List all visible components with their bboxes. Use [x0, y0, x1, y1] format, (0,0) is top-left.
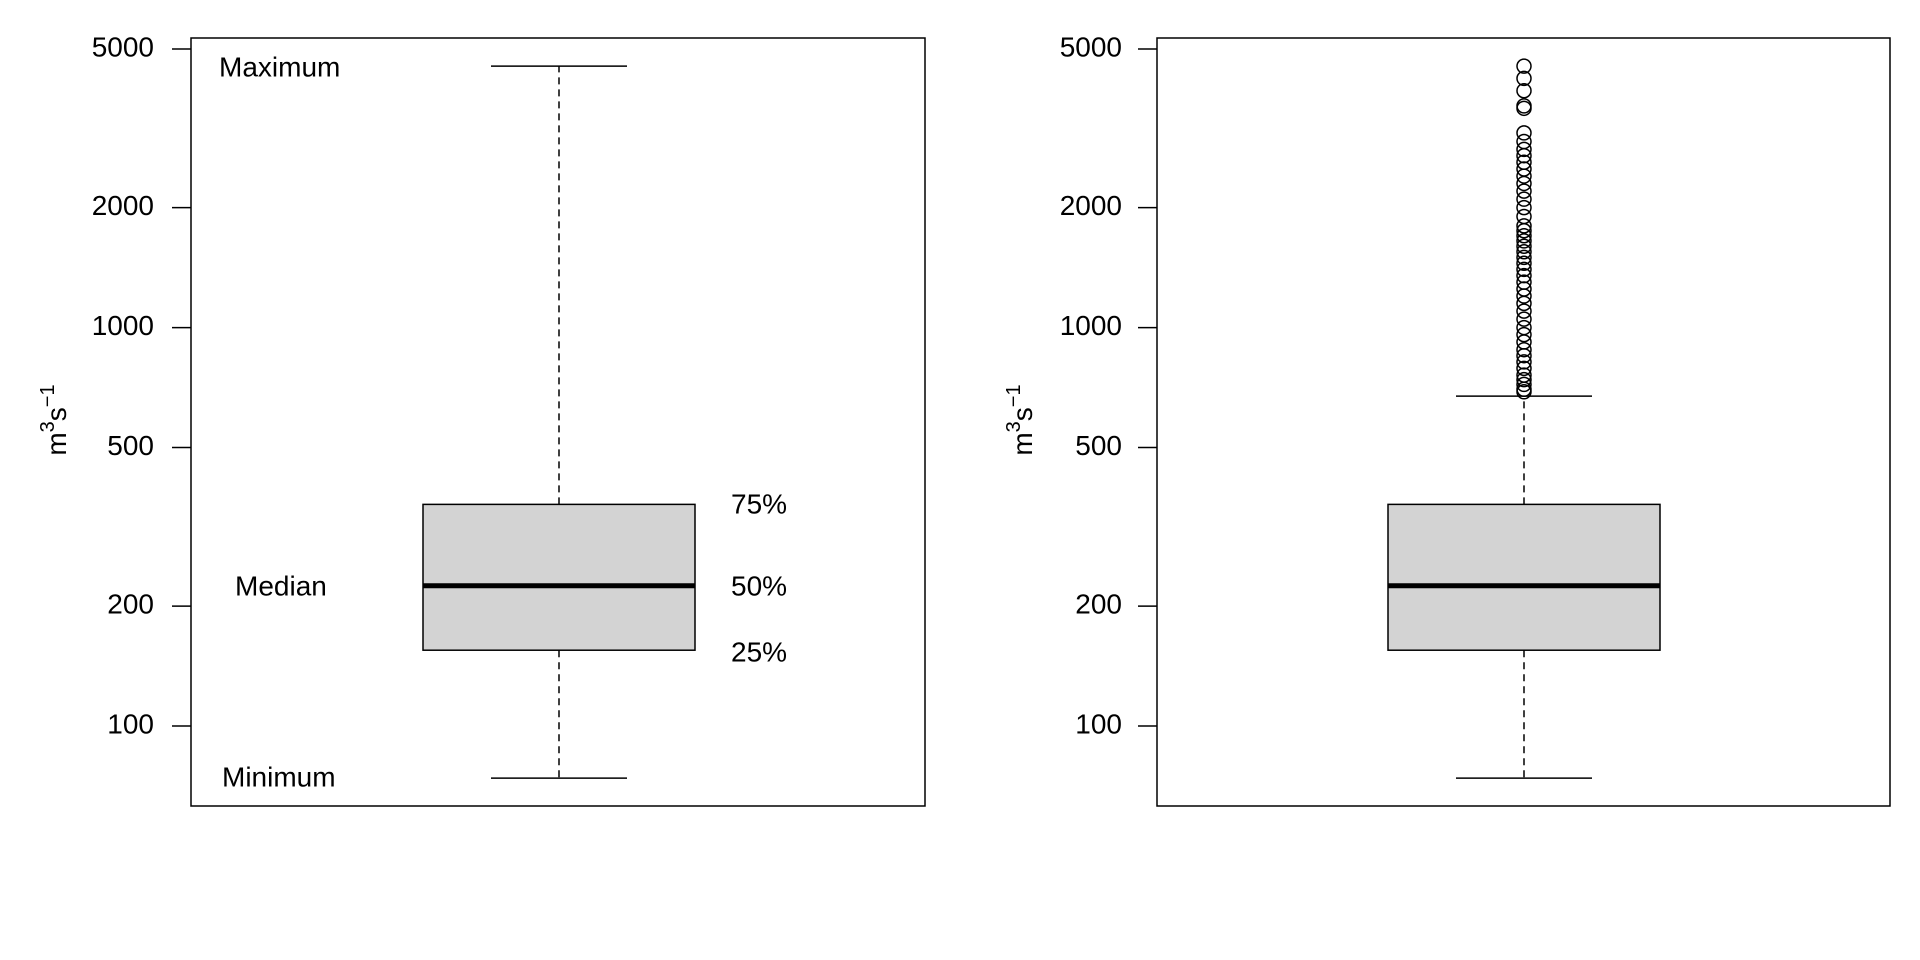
- outlier: [1516, 133, 1532, 150]
- outlier: [1516, 243, 1532, 260]
- outlier: [1516, 261, 1532, 278]
- y-label-text: s: [41, 407, 72, 421]
- outlier: [1516, 303, 1532, 319]
- plot-frame: [190, 37, 926, 807]
- y-tick-label: 500: [1075, 430, 1122, 461]
- plot-frame: [1156, 37, 1891, 807]
- y-label-text: m: [1007, 432, 1038, 455]
- outlier: [1516, 233, 1532, 249]
- y-tick-label: 1000: [1060, 310, 1122, 341]
- outlier: [1516, 238, 1532, 254]
- outlier: [1516, 125, 1532, 141]
- outlier: [1516, 168, 1532, 184]
- y-tick-label: 5000: [92, 31, 154, 62]
- outlier: [1516, 141, 1532, 158]
- outlier: [1516, 183, 1532, 199]
- outlier: [1516, 228, 1532, 244]
- annotation: Minimum: [222, 761, 336, 792]
- y-axis-label: m3s−1: [1003, 384, 1038, 455]
- outlier: [1516, 100, 1532, 117]
- y-label-superscript: 3: [37, 421, 59, 432]
- outlier: [1516, 218, 1532, 234]
- annotation: Median: [235, 570, 327, 601]
- outlier: [1516, 371, 1532, 388]
- y-tick-label: 5000: [1060, 31, 1122, 62]
- outlier: [1516, 376, 1532, 393]
- y-label-superscript: −1: [1003, 384, 1025, 407]
- outlier: [1516, 175, 1532, 192]
- outlier: [1516, 326, 1532, 343]
- y-label-superscript: 3: [1003, 421, 1025, 432]
- outlier: [1516, 288, 1532, 304]
- outlier: [1516, 255, 1532, 272]
- outlier: [1516, 222, 1532, 239]
- y-label-text: s: [1007, 407, 1038, 421]
- outlier: [1516, 360, 1532, 377]
- annotation: 25%: [731, 636, 787, 667]
- y-tick-label: 500: [107, 430, 154, 461]
- y-axis-label: m3s−1: [37, 384, 72, 455]
- y-tick-label: 100: [107, 708, 154, 739]
- outlier: [1516, 347, 1532, 364]
- outlier: [1516, 295, 1532, 312]
- annotation: Maximum: [219, 51, 340, 82]
- box: [1387, 503, 1661, 651]
- outlier: [1516, 384, 1532, 400]
- outlier: [1516, 341, 1532, 358]
- y-tick-label: 200: [1075, 588, 1122, 619]
- outlier: [1516, 70, 1532, 87]
- outlier: [1516, 191, 1532, 207]
- box: [422, 503, 696, 651]
- outlier: [1516, 354, 1532, 370]
- y-label-text: m: [41, 432, 72, 455]
- outlier: [1516, 199, 1532, 216]
- outlier: [1516, 58, 1532, 74]
- outlier: [1516, 82, 1532, 99]
- y-tick-label: 200: [107, 588, 154, 619]
- y-tick-label: 100: [1075, 708, 1122, 739]
- outlier: [1516, 249, 1532, 266]
- annotation: 75%: [731, 488, 787, 519]
- y-tick-label: 2000: [1060, 190, 1122, 221]
- y-label-superscript: −1: [37, 384, 59, 407]
- y-tick-label: 2000: [92, 190, 154, 221]
- outlier: [1516, 311, 1532, 327]
- y-tick-label: 1000: [92, 310, 154, 341]
- annotation: 50%: [731, 570, 787, 601]
